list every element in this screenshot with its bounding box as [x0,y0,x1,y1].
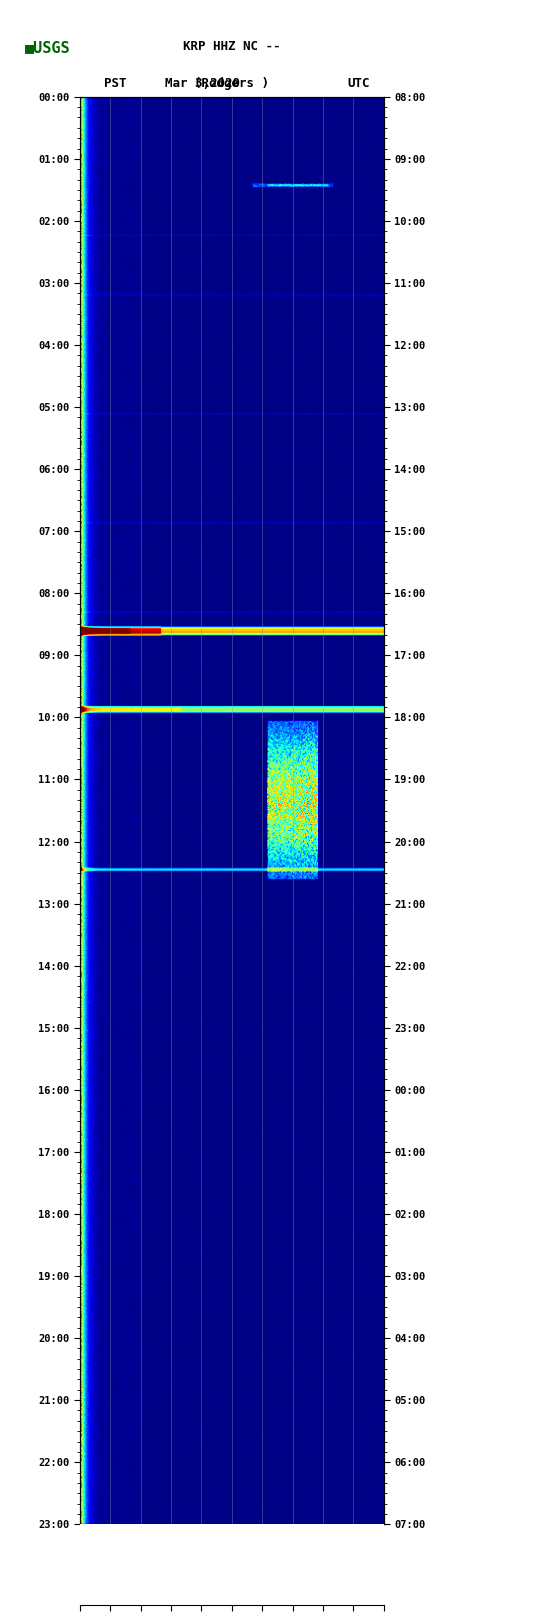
Text: KRP HHZ NC --: KRP HHZ NC -- [183,40,280,53]
Text: UTC: UTC [347,77,370,90]
Text: PST: PST [104,77,127,90]
Text: ■USGS: ■USGS [25,40,71,55]
Text: Mar 3,2020: Mar 3,2020 [165,77,240,90]
Text: (Rodgers ): (Rodgers ) [194,77,269,90]
